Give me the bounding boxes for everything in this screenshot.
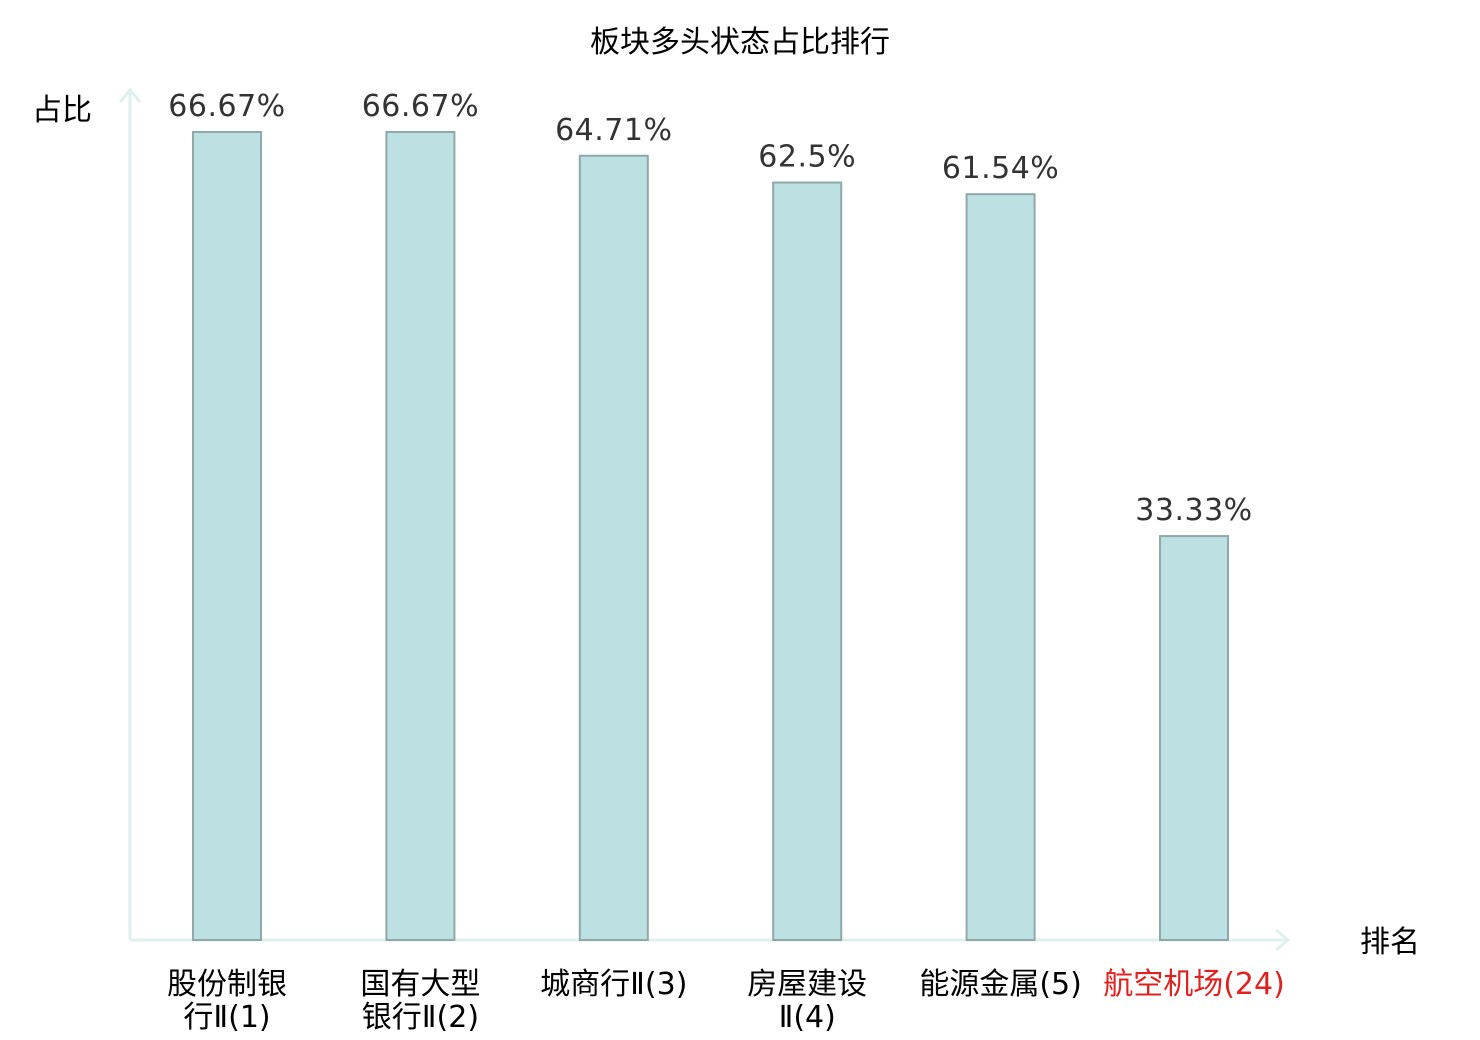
category-label: 房屋建设 — [747, 967, 867, 1002]
value-label: 61.54% — [942, 151, 1059, 186]
value-label: 62.5% — [758, 140, 856, 175]
value-label: 66.67% — [362, 89, 479, 124]
value-label: 33.33% — [1135, 493, 1252, 528]
x-axis-arrow — [1275, 928, 1291, 952]
value-label: 64.71% — [555, 113, 672, 148]
category-label: 能源金属(5) — [919, 967, 1082, 1002]
chart-title: 板块多头状态占比排行 — [590, 25, 890, 60]
bar — [385, 131, 456, 941]
y-axis-label: 占比 — [32, 93, 92, 128]
category-label: 银行Ⅱ(2) — [362, 1000, 479, 1035]
bars-group — [192, 131, 1229, 941]
bar — [965, 193, 1036, 941]
bar — [578, 154, 649, 941]
axes — [118, 87, 1291, 952]
category-label: 城商行Ⅱ(3) — [540, 967, 687, 1002]
value-label: 66.67% — [168, 89, 285, 124]
category-label: 国有大型 — [360, 967, 480, 1002]
y-axis-arrow — [118, 87, 142, 103]
bar — [192, 131, 262, 941]
category-label: 股份制银 — [167, 967, 287, 1002]
x-axis-label: 排名 — [1360, 925, 1420, 960]
bar — [772, 181, 843, 941]
bar — [1159, 535, 1229, 941]
category-label: 行Ⅱ(1) — [183, 1000, 270, 1035]
category-label: Ⅱ(4) — [779, 1000, 836, 1035]
category-label: 航空机场(24) — [1103, 967, 1285, 1002]
value-labels-group: 66.67% 66.67% 64.71% 62.5% 61.54% 33.33% — [168, 89, 1252, 528]
